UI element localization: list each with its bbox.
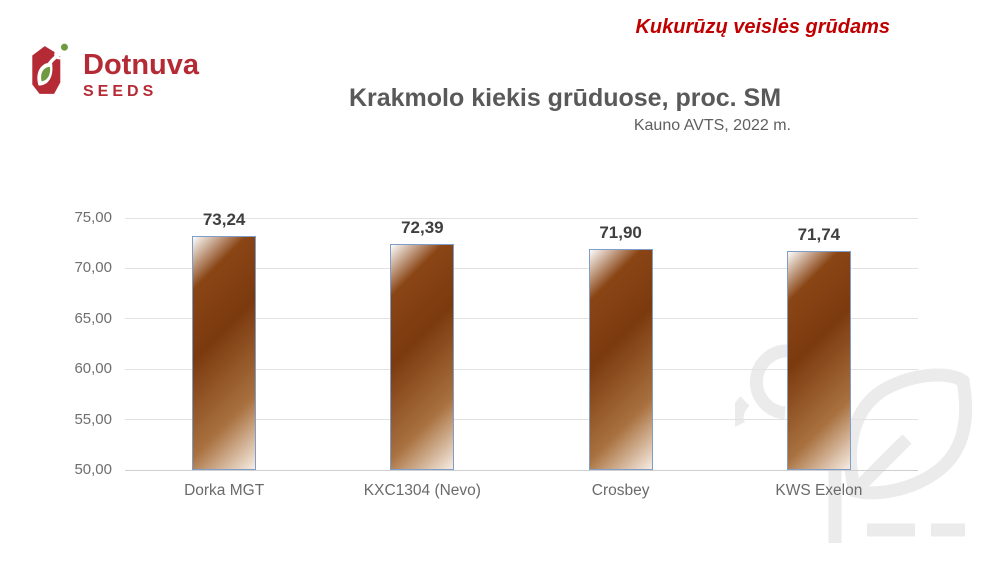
chart-subtitle: Kauno AVTS, 2022 m.: [633, 117, 791, 134]
x-axis-category-label: Crosbey: [591, 482, 650, 499]
watermark-leaf-outline: [843, 368, 973, 500]
bar-kws-exelon: [786, 250, 851, 470]
y-axis-tick-label: 75,00: [74, 209, 112, 226]
bar-dorka-mgt: [192, 235, 257, 470]
gridline: [125, 419, 918, 421]
y-axis-tick-label: 60,00: [74, 360, 112, 378]
y-axis-tick-label: 50,00: [74, 461, 112, 478]
bar-kxc1304-nevo-: [390, 244, 455, 470]
gridline: [125, 267, 918, 269]
gridline: [125, 368, 918, 370]
title-block: Krakmolo kiekis grūduose, proc. SM Kauno…: [325, 84, 805, 135]
y-axis-tick-label: 65,00: [74, 309, 112, 327]
bar-value-label: 72,39: [401, 218, 444, 238]
x-axis-category-label: KXC1304 (Nevo): [363, 482, 481, 499]
bar-value-label: 71,74: [797, 224, 841, 244]
gridline: [125, 469, 918, 471]
chart-title: Krakmolo kiekis grūduose, proc. SM: [348, 84, 782, 112]
y-axis-tick-label: 55,00: [74, 410, 112, 428]
gridline: [125, 217, 918, 219]
x-axis-category-label: KWS Exelon: [775, 482, 863, 499]
bar-value-label: 73,24: [202, 209, 246, 229]
dotnuva-logo: Dotnuva SEEDS: [30, 42, 199, 100]
x-axis-category-label: Dorka MGT: [184, 482, 265, 499]
watermark-curl: [749, 344, 791, 420]
tagline-text: Kukurūzų veislės grūdams: [635, 16, 890, 38]
leaf-watermark: [735, 344, 973, 543]
logo-sub-text: SEEDS: [83, 83, 158, 100]
y-axis-tick-label: 70,00: [74, 259, 112, 277]
dotnuva-logo-icon: [32, 43, 68, 94]
bar-crosbey: [588, 249, 653, 470]
watermark-curl-tail: [735, 396, 750, 427]
logo-brand-text: Dotnuva: [83, 49, 199, 81]
watermark-leaf-vein: [850, 434, 912, 496]
gridline: [125, 318, 918, 320]
bar-value-label: 71,90: [599, 223, 642, 243]
